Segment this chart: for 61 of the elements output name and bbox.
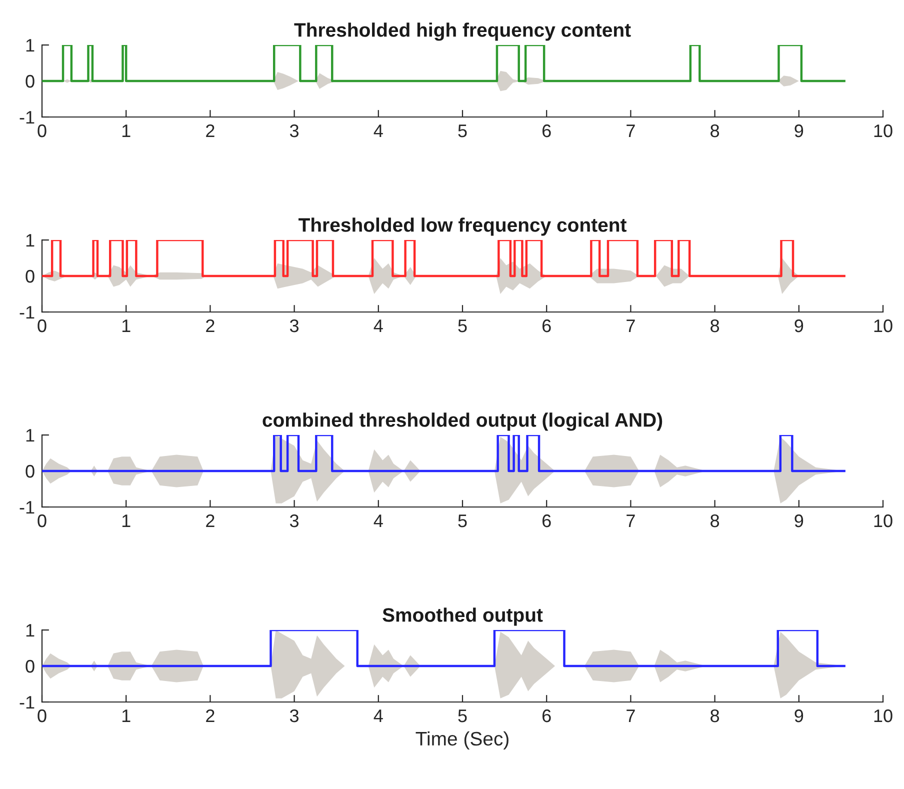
x-tick-label: 9: [794, 709, 804, 722]
x-tick-label: 4: [374, 124, 383, 138]
chart-title: Smoothed output: [382, 608, 543, 626]
x-tick-label: 0: [38, 514, 46, 528]
x-tick-label: 2: [206, 709, 214, 722]
chart-title: combined thresholded output (logical AND): [262, 412, 662, 431]
y-tick-label: 1: [26, 429, 34, 442]
y-tick-label: 1: [26, 234, 34, 247]
x-tick-label: 7: [626, 124, 635, 138]
x-tick-label: 6: [542, 709, 551, 722]
x-tick-label: 9: [794, 514, 804, 528]
x-tick-label: 0: [38, 124, 46, 138]
y-tick-label: 0: [26, 74, 34, 88]
y-tick-label: 0: [26, 270, 34, 283]
x-tick-label: 6: [542, 514, 551, 528]
x-tick-label: 0: [38, 319, 46, 332]
x-tick-label: 3: [290, 514, 299, 528]
y-tick-label: 1: [26, 624, 34, 637]
y-tick-label: -1: [20, 111, 34, 124]
chart-title: Thresholded high frequency content: [294, 22, 631, 41]
y-tick-label: -1: [20, 696, 34, 709]
y-tick-label: -1: [20, 501, 34, 514]
x-axis-title: Time (Sec): [416, 731, 508, 750]
x-tick-label: 7: [626, 514, 635, 528]
x-tick-label: 10: [874, 124, 892, 138]
x-tick-label: 4: [374, 514, 383, 528]
x-tick-label: 1: [122, 320, 130, 332]
x-tick-label: 5: [458, 124, 467, 138]
x-tick-label: 6: [542, 319, 551, 332]
x-tick-label: 5: [458, 710, 467, 722]
x-tick-label: 2: [206, 124, 214, 138]
y-tick-label: 0: [26, 464, 34, 478]
x-tick-label: 0: [38, 709, 46, 722]
x-tick-label: 3: [290, 124, 299, 138]
x-tick-label: 1: [122, 124, 130, 138]
x-tick-label: 2: [206, 319, 214, 332]
x-tick-label: 3: [290, 709, 299, 722]
x-tick-label: 1: [122, 514, 130, 528]
chart-title: Thresholded low frequency content: [298, 218, 626, 236]
x-tick-label: 9: [794, 319, 804, 332]
x-tick-label: 7: [626, 710, 635, 722]
x-tick-label: 2: [206, 514, 214, 528]
x-tick-label: 10: [874, 709, 892, 722]
x-tick-label: 8: [710, 319, 720, 332]
y-tick-label: 1: [26, 39, 34, 52]
x-tick-label: 3: [290, 319, 299, 332]
x-tick-label: 7: [626, 320, 635, 332]
x-tick-label: 4: [374, 710, 383, 722]
y-tick-label: 0: [26, 660, 34, 673]
x-tick-label: 8: [710, 709, 720, 722]
x-tick-label: 6: [542, 124, 551, 138]
x-tick-label: 1: [122, 710, 130, 722]
x-tick-label: 4: [374, 320, 383, 332]
x-tick-label: 5: [458, 514, 467, 528]
x-tick-label: 5: [458, 320, 467, 332]
x-tick-label: 10: [874, 514, 892, 528]
x-tick-label: 8: [710, 514, 720, 528]
x-tick-label: 8: [710, 124, 720, 138]
x-tick-label: 10: [874, 319, 892, 332]
x-tick-label: 9: [794, 124, 804, 138]
y-tick-label: -1: [20, 306, 34, 319]
